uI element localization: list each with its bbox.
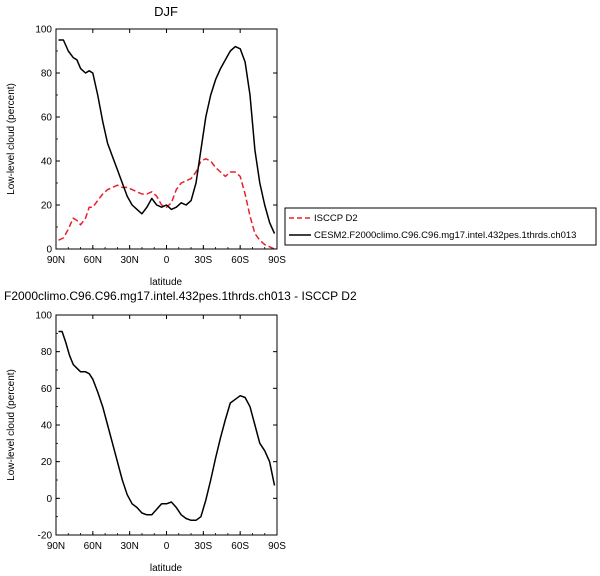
legend-label-isccp: ISCCP D2: [314, 213, 358, 224]
top-chart-x-tick-label: 60N: [84, 255, 102, 266]
top-chart-y-tick-label: 0: [46, 245, 52, 256]
bottom-chart-y-tick-label: 0: [46, 494, 52, 505]
top-chart-x-tick-label: 30N: [120, 255, 138, 266]
top-chart-panel: DJF Low-level cloud (percent) latitude 0…: [6, 4, 286, 288]
bottom-chart-y-tick-label: -20: [38, 531, 53, 542]
top-chart-series-line-1: [58, 39, 276, 234]
bottom-chart-title: F2000climo.C96.C96.mg17.intel.432pes.1th…: [4, 289, 357, 303]
bottom-chart-series-line-0: [58, 330, 276, 522]
legend-box: [284, 207, 597, 246]
top-chart-series-line-0: [58, 158, 275, 250]
bottom-chart-y-tick-label: 80: [41, 347, 53, 358]
bottom-chart-ticks: -20 0 20 40 60 80 100 90N 60N 30N 0 30S 60S 90S: [35, 311, 286, 553]
legend: ISCCP D2 CESM2.F2000climo.C96.C96.mg17.i…: [284, 207, 597, 246]
top-chart-plot-frame: [55, 28, 278, 250]
top-chart-y-axis-label: Low-level cloud (percent): [6, 83, 17, 195]
top-chart-title: DJF: [154, 4, 178, 19]
top-chart-lines: [58, 39, 276, 250]
top-chart-y-tick-label: 60: [41, 113, 53, 124]
top-chart-x-axis-label: latitude: [150, 277, 183, 288]
bottom-chart-x-tick-label: 0: [164, 541, 170, 552]
bottom-chart-x-tick-label: 90S: [268, 541, 286, 552]
bottom-chart-x-tick-label: 30N: [120, 541, 138, 552]
bottom-chart-y-tick-label: 60: [41, 384, 53, 395]
top-chart-x-tick-label: 90S: [268, 255, 286, 266]
top-chart-x-tick-label: 0: [164, 255, 170, 266]
top-chart-y-tick-label: 40: [41, 157, 53, 168]
top-chart-y-tick-label: 20: [41, 201, 53, 212]
bottom-chart-y-axis-label: Low-level cloud (percent): [6, 369, 17, 481]
top-chart-x-tick-label: 90N: [47, 255, 65, 266]
bottom-chart-y-tick-label: 100: [35, 311, 52, 322]
bottom-chart-plot-frame: [55, 314, 278, 536]
bottom-chart-x-tick-label: 90N: [47, 541, 65, 552]
bottom-chart-x-axis-label: latitude: [150, 563, 183, 574]
top-chart-y-tick-label: 100: [35, 25, 52, 36]
bottom-chart-panel: F2000climo.C96.C96.mg17.intel.432pes.1th…: [4, 289, 357, 574]
bottom-chart-y-tick-label: 20: [41, 457, 53, 468]
bottom-chart-lines: [58, 330, 276, 522]
top-chart-ticks: 0 20 40 60 80 100 90N 60N 30N 0 30S 60S 90S: [35, 25, 286, 267]
top-chart-y-tick-label: 80: [41, 69, 53, 80]
bottom-chart-x-tick-label: 60S: [231, 541, 249, 552]
top-chart-x-tick-label: 30S: [194, 255, 212, 266]
bottom-chart-x-tick-label: 30S: [194, 541, 212, 552]
bottom-chart-x-tick-label: 60N: [84, 541, 102, 552]
bottom-chart-y-tick-label: 40: [41, 421, 53, 432]
top-chart-x-tick-label: 60S: [231, 255, 249, 266]
legend-label-cesm2: CESM2.F2000climo.C96.C96.mg17.intel.432p…: [314, 230, 576, 241]
